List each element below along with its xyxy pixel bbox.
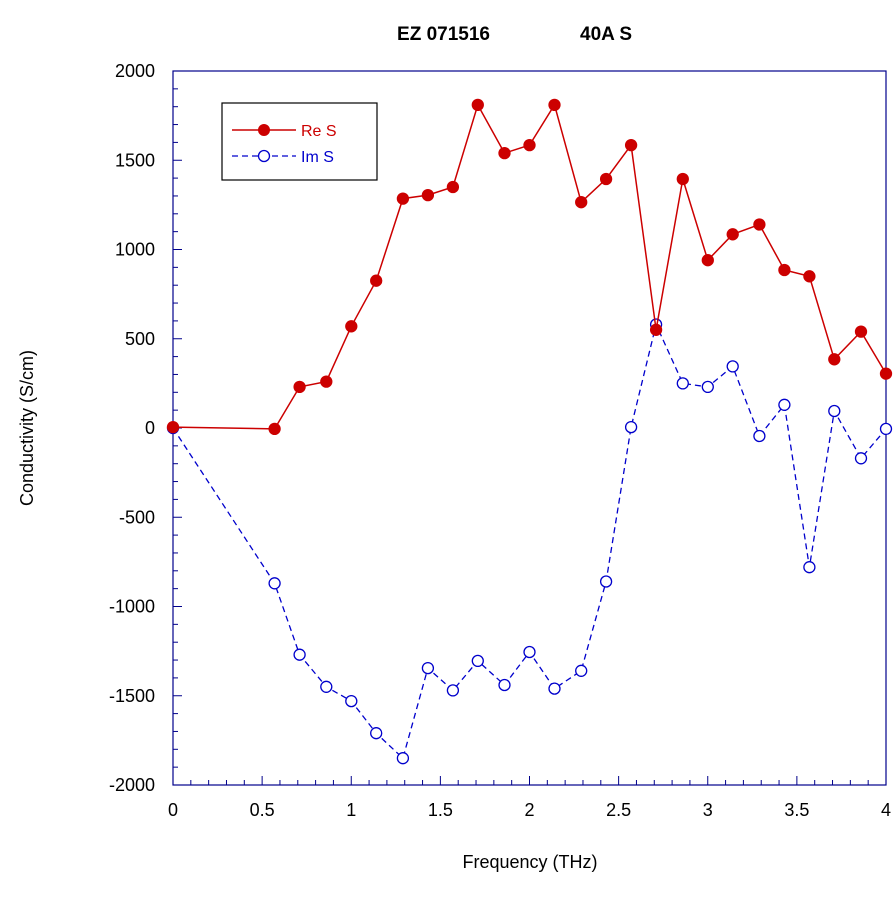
data-point	[701, 380, 714, 394]
data-point	[726, 228, 739, 241]
data-point	[624, 420, 638, 434]
data-point	[599, 172, 613, 186]
y-tick-label: -1500	[109, 686, 155, 706]
series-line	[172, 322, 887, 760]
data-point	[498, 678, 511, 692]
data-point	[879, 367, 893, 380]
data-point	[649, 323, 663, 336]
chart-title-right: 40A S	[580, 24, 632, 45]
data-point	[575, 664, 588, 677]
y-tick-label: 1000	[115, 240, 155, 260]
data-point	[828, 404, 841, 418]
legend-im-label: Im S	[301, 149, 334, 166]
data-point	[523, 645, 536, 659]
y-tick-label: 1500	[115, 150, 155, 170]
series-layer	[166, 98, 893, 765]
data-point	[828, 353, 841, 366]
y-tick-label: -2000	[109, 775, 155, 795]
y-axis-tick-labels: 2000 1500 1000 500 0 -500 -1000 -1500 -2000	[109, 61, 155, 795]
data-point	[396, 752, 410, 765]
x-tick-label: 0.5	[250, 800, 275, 820]
y-tick-label: 0	[145, 418, 155, 438]
data-point	[345, 320, 358, 333]
x-tick-label: 1.5	[428, 800, 453, 820]
x-tick-label: 1	[346, 800, 356, 820]
y-axis-ticks	[173, 70, 182, 786]
data-point	[446, 180, 460, 194]
data-point	[498, 146, 511, 160]
x-tick-label: 3.5	[784, 800, 809, 820]
y-axis-label: Conductivity (S/cm)	[17, 350, 37, 506]
data-point	[320, 680, 333, 693]
data-point	[726, 360, 739, 373]
data-point	[421, 661, 435, 675]
data-point	[879, 422, 893, 436]
data-point	[320, 375, 333, 388]
data-point	[624, 138, 638, 152]
data-point	[293, 648, 306, 661]
data-point	[471, 98, 484, 112]
data-point	[446, 684, 460, 697]
data-point	[854, 325, 868, 338]
x-axis-tick-labels: 0 0.5 1 1.5 2 2.5 3 3.5 4	[168, 800, 891, 820]
y-tick-label: -1000	[109, 597, 155, 617]
data-point	[753, 429, 766, 443]
legend-im-marker	[257, 149, 271, 163]
x-tick-label: 4	[881, 800, 891, 820]
data-point	[471, 654, 484, 668]
data-point	[753, 218, 766, 231]
x-axis-ticks	[172, 776, 887, 785]
x-tick-label: 2	[524, 800, 534, 820]
data-point	[676, 172, 689, 186]
legend: Re S Im S	[221, 102, 378, 181]
chart-title-left: EZ 071516	[397, 24, 490, 45]
data-point	[803, 561, 816, 574]
data-point	[854, 452, 868, 465]
data-point	[370, 727, 383, 740]
data-point	[701, 254, 714, 267]
legend-re-label: Re S	[301, 123, 337, 140]
x-axis-label: Frequency (THz)	[462, 852, 597, 872]
y-tick-label: -500	[119, 507, 155, 527]
data-point	[548, 682, 561, 695]
data-point	[523, 138, 536, 152]
data-point	[575, 196, 588, 209]
data-point	[599, 575, 613, 588]
x-tick-label: 2.5	[606, 800, 631, 820]
data-point	[345, 694, 358, 708]
data-point	[293, 380, 306, 394]
data-point	[548, 98, 561, 112]
series-im-s	[166, 318, 893, 765]
y-tick-label: 2000	[115, 61, 155, 81]
x-tick-label: 3	[703, 800, 713, 820]
data-point	[778, 398, 791, 411]
data-point	[396, 192, 410, 205]
y-tick-label: 500	[125, 329, 155, 349]
legend-box	[221, 102, 378, 181]
x-tick-label: 0	[168, 800, 178, 820]
data-point	[268, 577, 281, 590]
data-point	[676, 377, 689, 390]
data-point	[268, 422, 281, 436]
series-re-s	[166, 98, 893, 436]
series-line	[172, 102, 887, 430]
data-point	[778, 263, 791, 277]
data-point	[803, 270, 816, 283]
legend-re-marker	[258, 124, 270, 136]
data-point	[370, 274, 383, 287]
data-point	[421, 188, 435, 202]
data-point	[166, 420, 180, 434]
